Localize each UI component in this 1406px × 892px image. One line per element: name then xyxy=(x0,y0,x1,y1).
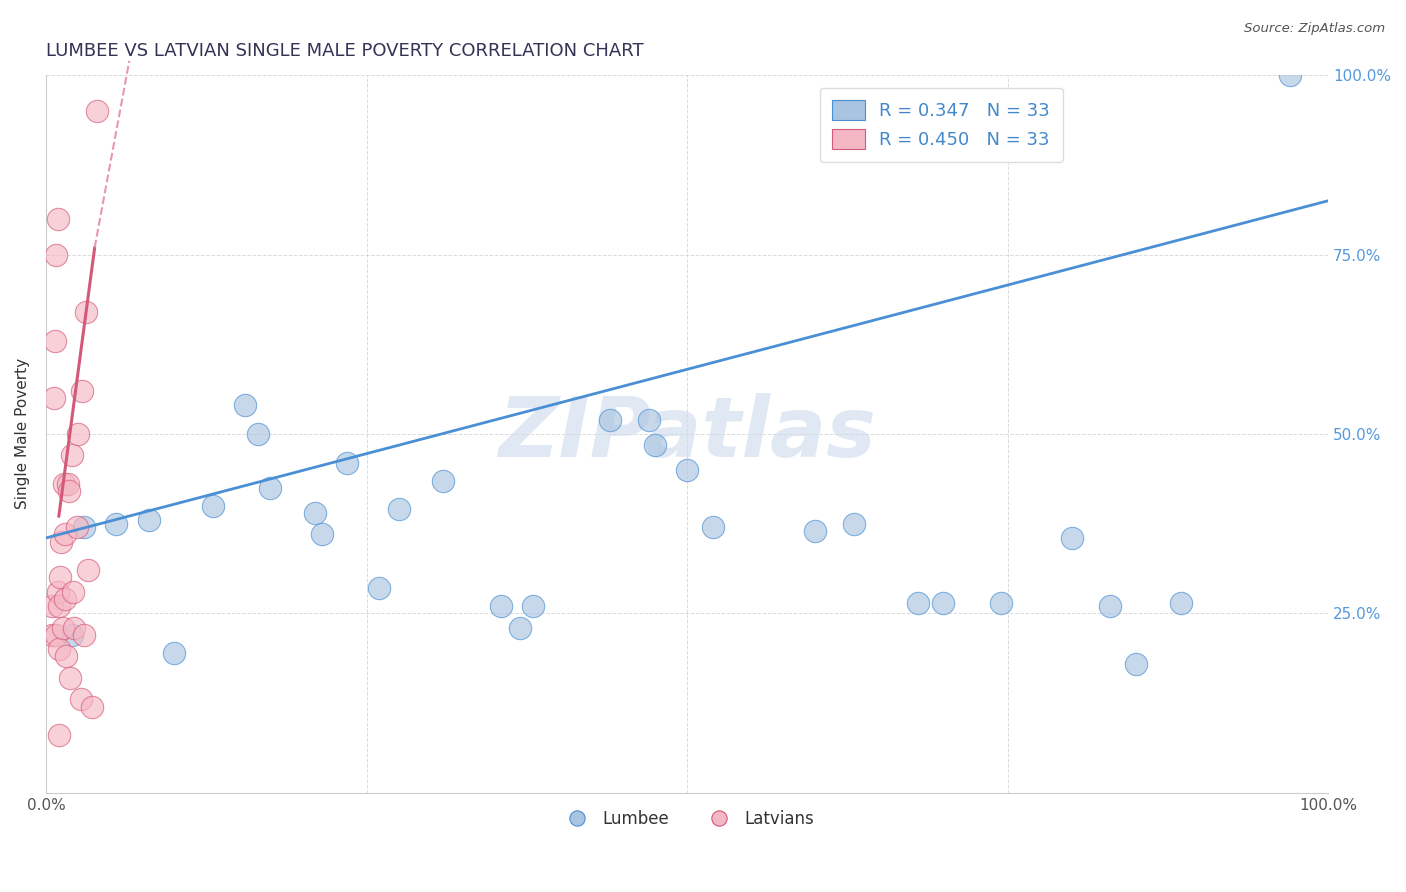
Point xyxy=(42,391,65,405)
Point xyxy=(60,449,83,463)
Text: ZIPatlas: ZIPatlas xyxy=(498,393,876,475)
Point xyxy=(702,520,724,534)
Point xyxy=(489,599,512,614)
Point xyxy=(77,563,100,577)
Point xyxy=(644,438,666,452)
Point xyxy=(62,584,84,599)
Point xyxy=(336,456,359,470)
Point xyxy=(48,728,70,742)
Point xyxy=(45,247,67,261)
Point xyxy=(63,621,86,635)
Point xyxy=(304,506,326,520)
Point xyxy=(70,384,93,398)
Point xyxy=(509,621,531,635)
Point xyxy=(1060,531,1083,545)
Point xyxy=(599,412,621,426)
Point xyxy=(56,477,79,491)
Point xyxy=(387,502,409,516)
Legend: Lumbee, Latvians: Lumbee, Latvians xyxy=(554,803,820,835)
Point xyxy=(163,646,186,660)
Point xyxy=(990,595,1012,609)
Point xyxy=(52,477,75,491)
Point xyxy=(804,524,827,538)
Point xyxy=(45,628,67,642)
Point xyxy=(368,581,391,595)
Point xyxy=(52,621,75,635)
Point xyxy=(48,599,70,614)
Point xyxy=(58,484,80,499)
Point xyxy=(55,649,77,664)
Point xyxy=(932,595,955,609)
Point xyxy=(842,516,865,531)
Point xyxy=(86,104,108,119)
Point xyxy=(66,520,89,534)
Point xyxy=(66,426,89,441)
Point xyxy=(41,599,63,614)
Point xyxy=(53,527,76,541)
Point xyxy=(46,211,69,226)
Point xyxy=(48,642,70,657)
Point xyxy=(82,699,104,714)
Point xyxy=(105,516,128,531)
Point xyxy=(676,463,699,477)
Point xyxy=(1170,595,1192,609)
Point xyxy=(44,334,66,348)
Point xyxy=(60,628,83,642)
Point xyxy=(637,412,659,426)
Text: LUMBEE VS LATVIAN SINGLE MALE POVERTY CORRELATION CHART: LUMBEE VS LATVIAN SINGLE MALE POVERTY CO… xyxy=(46,42,644,60)
Point xyxy=(49,570,72,584)
Point xyxy=(69,692,91,706)
Point xyxy=(432,474,454,488)
Point xyxy=(75,305,97,319)
Point xyxy=(1278,68,1301,82)
Point xyxy=(138,513,160,527)
Point xyxy=(73,628,96,642)
Point xyxy=(311,527,333,541)
Point xyxy=(246,426,269,441)
Point xyxy=(59,671,82,685)
Point xyxy=(233,398,256,412)
Point xyxy=(46,584,69,599)
Point xyxy=(201,499,224,513)
Point xyxy=(1099,599,1122,614)
Point xyxy=(1125,657,1147,671)
Point xyxy=(51,534,73,549)
Point xyxy=(53,591,76,606)
Point xyxy=(522,599,544,614)
Point xyxy=(259,481,281,495)
Point xyxy=(41,628,63,642)
Text: Source: ZipAtlas.com: Source: ZipAtlas.com xyxy=(1244,22,1385,36)
Y-axis label: Single Male Poverty: Single Male Poverty xyxy=(15,359,30,509)
Point xyxy=(73,520,96,534)
Point xyxy=(907,595,929,609)
